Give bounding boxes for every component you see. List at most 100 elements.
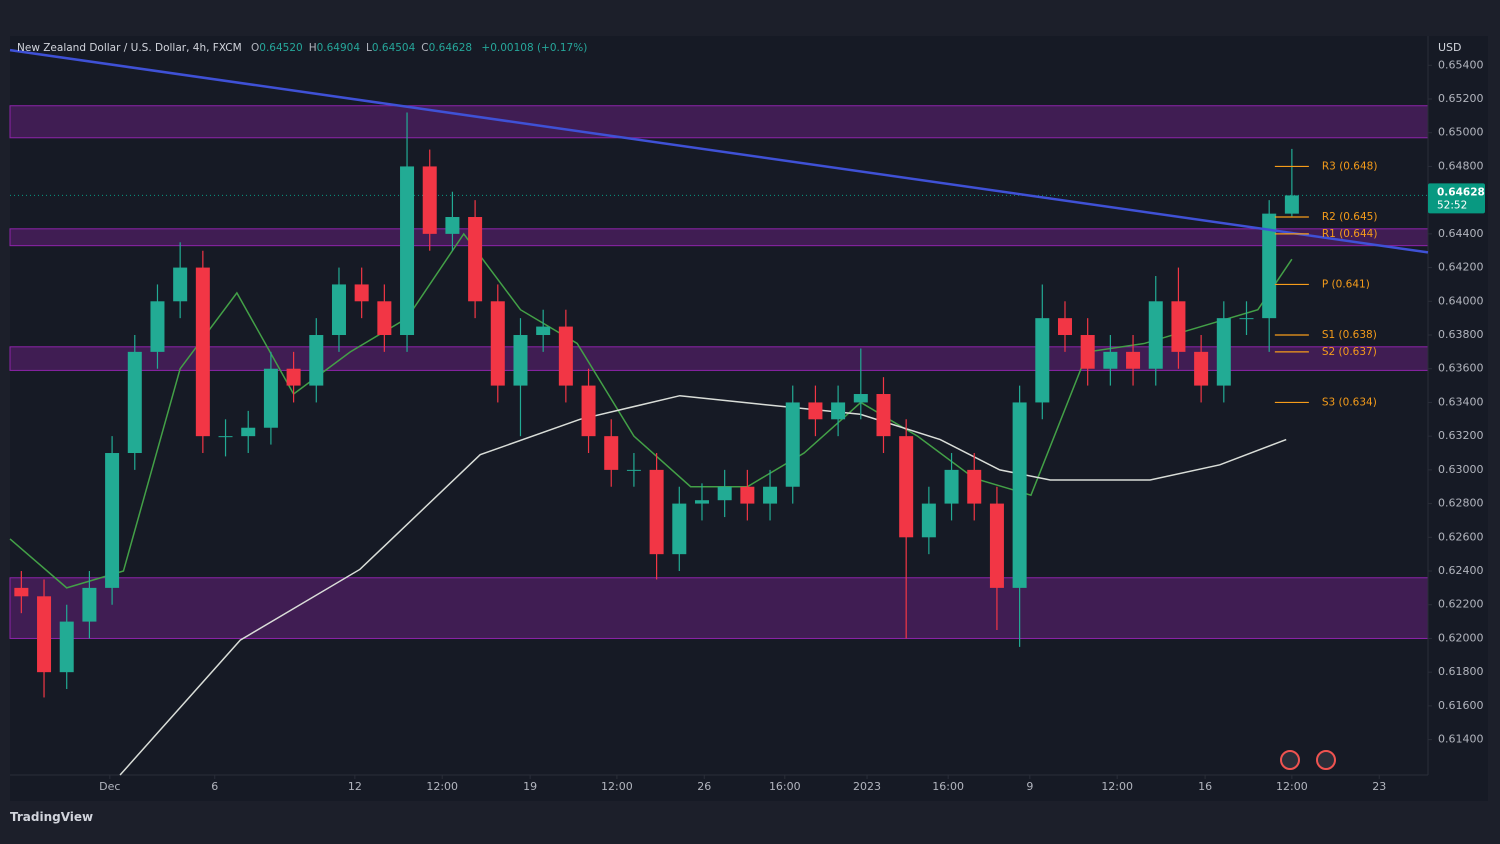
candle-body [1057, 318, 1072, 336]
x-tick-label: 16 [1198, 780, 1212, 793]
y-tick-label: 0.64200 [1438, 261, 1484, 274]
candle-body [263, 368, 278, 428]
candle-body [944, 469, 959, 504]
x-tick-label: 9 [1026, 780, 1033, 793]
y-tick-label: 0.62800 [1438, 497, 1484, 510]
candle-body [581, 385, 596, 437]
zone [9, 577, 1429, 639]
candle-body [14, 587, 29, 597]
brand[interactable]: TradingView [10, 810, 94, 824]
x-tick-label: 19 [523, 780, 537, 793]
y-tick-label: 0.62000 [1438, 631, 1484, 644]
candle-body [422, 166, 437, 234]
candle-body [921, 503, 936, 538]
candle-body [1194, 351, 1209, 386]
candle-body [763, 486, 778, 504]
candle-body [1103, 351, 1118, 369]
candle-body [1126, 351, 1141, 369]
candle-body [831, 402, 846, 420]
candle-body [1262, 213, 1277, 319]
candle-body [82, 587, 97, 622]
candle-body [127, 351, 142, 454]
candle-body [445, 217, 460, 234]
y-tick-label: 0.64000 [1438, 294, 1484, 307]
field-key: C [421, 42, 429, 54]
pivot-label: S3 (0.634) [1322, 396, 1377, 408]
candle-body [853, 394, 868, 403]
pivot-label: R3 (0.648) [1322, 160, 1378, 172]
candle-body [331, 284, 346, 336]
y-tick-label: 0.65200 [1438, 92, 1484, 105]
zone [9, 228, 1429, 247]
zone [9, 346, 1429, 371]
event-icon[interactable] [1280, 750, 1300, 770]
field-key: H [308, 42, 317, 54]
pivot-label: P (0.641) [1322, 278, 1370, 290]
candle-body [59, 621, 74, 673]
candle-body [218, 436, 233, 438]
candle-body [1239, 318, 1254, 320]
field-key: O [251, 42, 260, 54]
y-tick-label: 0.61600 [1438, 699, 1484, 712]
trendline [9, 48, 1429, 254]
candle-body [604, 436, 619, 470]
y-tick-label: 0.63200 [1438, 429, 1484, 442]
y-tick-label: 0.64800 [1438, 159, 1484, 172]
price-tag [1428, 183, 1485, 214]
candle-body [717, 486, 732, 501]
x-tick-label: 6 [211, 780, 218, 793]
x-tick-label: Dec [99, 780, 120, 793]
field-value: 0.64904 [316, 42, 361, 54]
candle-body [241, 427, 256, 437]
candle-body [740, 486, 755, 504]
x-tick-label: 12:00 [426, 780, 458, 793]
y-tick-label: 0.64400 [1438, 227, 1484, 240]
candle-body [150, 301, 165, 352]
candle-body [989, 503, 1004, 588]
candle-body [513, 335, 528, 386]
y-tick-label: 0.63800 [1438, 328, 1484, 341]
field-value: 0.64520 [259, 42, 303, 54]
y-tick-label: 0.61400 [1438, 733, 1484, 746]
candle-body [309, 335, 324, 386]
candle-body [536, 326, 551, 336]
candle-body [899, 436, 914, 538]
price-tag-countdown: 52:52 [1437, 199, 1467, 211]
candle-body [286, 368, 301, 386]
candle-body [626, 469, 641, 471]
y-tick-label: 0.62400 [1438, 564, 1484, 577]
symbol: New Zealand Dollar / U.S. Dollar, 4h, FX… [17, 42, 242, 54]
candle-body [377, 301, 392, 336]
candle-body [1284, 195, 1299, 214]
zone [9, 105, 1429, 139]
candle-body [490, 301, 505, 386]
candle-body [1080, 335, 1095, 369]
candle-body [1216, 318, 1231, 386]
y-tick-label: 0.63400 [1438, 395, 1484, 408]
y-tick-label: 0.62600 [1438, 530, 1484, 543]
candle-body [1012, 402, 1027, 588]
chart-background [10, 36, 1488, 801]
x-tick-label: 12:00 [1276, 780, 1308, 793]
candle-body [649, 469, 664, 555]
event-icon[interactable] [1316, 750, 1336, 770]
field-value: 0.64504 [371, 42, 416, 54]
currency-label: USD [1438, 41, 1462, 54]
x-tick-label: 12:00 [1101, 780, 1133, 793]
candle-body [195, 267, 210, 437]
x-tick-label: 16:00 [932, 780, 964, 793]
y-tick-label: 0.61800 [1438, 665, 1484, 678]
candle-body [694, 500, 709, 504]
moving-average [9, 232, 1293, 589]
y-tick-label: 0.63000 [1438, 463, 1484, 476]
candle-body [1035, 318, 1050, 403]
candle-body [967, 469, 982, 504]
candle-body [173, 267, 188, 302]
field-key: L [366, 42, 372, 54]
x-tick-label: 26 [697, 780, 711, 793]
x-tick-label: 12:00 [601, 780, 633, 793]
ohlc-fields: O0.64520 H0.64904 L0.64504 C0.64628 [245, 42, 472, 54]
candle-body [558, 326, 573, 386]
field-value: 0.64628 [428, 42, 473, 54]
